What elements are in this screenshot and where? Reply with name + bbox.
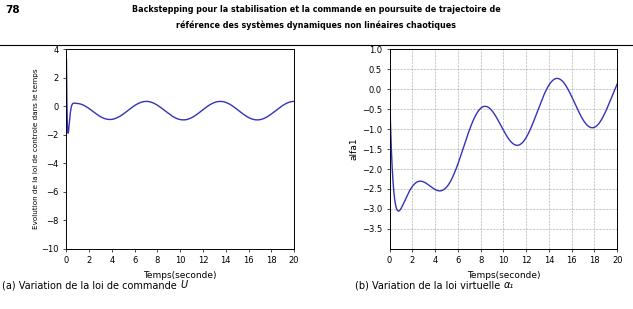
Text: 78: 78 xyxy=(5,5,20,15)
Text: Backstepping pour la stabilisation et la commande en poursuite de trajectoire de: Backstepping pour la stabilisation et la… xyxy=(132,5,501,14)
Text: α₁: α₁ xyxy=(503,281,513,290)
Text: (a) Variation de la loi de commande: (a) Variation de la loi de commande xyxy=(3,281,180,290)
Y-axis label: Evolution de la loi de controle dans le temps: Evolution de la loi de controle dans le … xyxy=(32,69,39,229)
Text: (b) Variation de la loi virtuelle: (b) Variation de la loi virtuelle xyxy=(355,281,503,290)
Y-axis label: alfa1: alfa1 xyxy=(350,138,359,160)
X-axis label: Temps(seconde): Temps(seconde) xyxy=(467,271,540,280)
X-axis label: Temps(seconde): Temps(seconde) xyxy=(144,271,217,280)
Text: U: U xyxy=(180,281,187,290)
Text: référence des systèmes dynamiques non linéaires chaotiques: référence des systèmes dynamiques non li… xyxy=(177,20,456,30)
